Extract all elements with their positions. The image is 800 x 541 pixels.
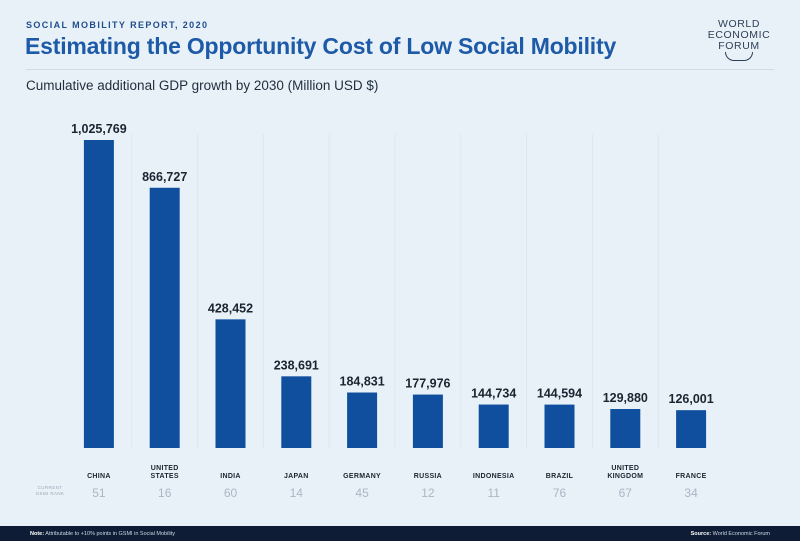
- bar: [83, 140, 114, 448]
- category-label: KINGDOM: [607, 473, 643, 480]
- gsmi-rank-value: 16: [158, 486, 172, 500]
- bar: [347, 392, 378, 448]
- chart-title: Estimating the Opportunity Cost of Low S…: [25, 33, 617, 59]
- footer-source-label: Source:: [690, 531, 712, 537]
- logo-line-3: FORUM: [718, 40, 760, 52]
- logo-line-2: ECONOMIC: [707, 29, 771, 41]
- data-label: 144,594: [537, 387, 582, 401]
- chart-subtitle: Cumulative additional GDP growth by 2030…: [26, 78, 379, 93]
- footer-source: Source: World Economic Forum: [691, 531, 770, 537]
- bar: [478, 404, 509, 448]
- gsmi-rank-value: 45: [355, 486, 369, 500]
- footer-note-label: Note:: [30, 531, 45, 537]
- data-label: 428,452: [208, 301, 253, 315]
- gsmi-rank-value: 11: [487, 486, 500, 500]
- bar: [610, 409, 641, 448]
- gsmi-rank-value: 34: [684, 486, 698, 500]
- category-label: CHINA: [87, 473, 111, 480]
- data-label: 177,976: [405, 377, 450, 391]
- bar: [544, 404, 575, 448]
- gsmi-rank-value: 76: [553, 486, 567, 500]
- header-divider: [26, 69, 774, 70]
- footer-source-text: World Economic Forum: [711, 531, 770, 537]
- category-label: GERMANY: [343, 473, 381, 480]
- data-label: 144,734: [471, 387, 516, 401]
- data-label: 184,831: [340, 375, 385, 389]
- footer-bar: Note: Attributable to +10% points in GSM…: [0, 526, 800, 541]
- data-label: 866,727: [142, 170, 187, 184]
- data-label: 126,001: [669, 392, 714, 406]
- wef-logo: WORLD ECONOMIC FORUM: [703, 19, 775, 61]
- footer-note-text: Attributable to +10% points in GSMI in S…: [44, 531, 176, 537]
- report-eyebrow: SOCIAL MOBILITY REPORT, 2020: [26, 20, 209, 30]
- category-label: FRANCE: [676, 473, 707, 480]
- footer-note: Note: Attributable to +10% points in GSM…: [30, 531, 175, 537]
- gsmi-rank-value: 51: [92, 486, 106, 500]
- category-label: STATES: [151, 473, 179, 480]
- gsmi-rank-label: CURRENT: [38, 485, 63, 490]
- bar: [281, 376, 312, 448]
- bar: [412, 394, 443, 448]
- data-label: 129,880: [603, 391, 648, 405]
- gsmi-rank-value: 67: [619, 486, 633, 500]
- gsmi-rank-value: 12: [421, 486, 435, 500]
- category-label: UNITED: [611, 465, 639, 472]
- data-label: 1,025,769: [71, 122, 127, 136]
- gsmi-rank-value: 60: [224, 486, 238, 500]
- bar: [149, 187, 180, 449]
- gsmi-rank-value: 14: [290, 486, 304, 500]
- logo-line-1: WORLD: [717, 18, 761, 30]
- data-label: 238,691: [274, 358, 319, 372]
- category-label: INDIA: [220, 473, 241, 480]
- category-label: JAPAN: [284, 473, 309, 480]
- bar: [215, 319, 246, 448]
- gsmi-rank-label: GSMI RANK: [36, 491, 65, 496]
- category-label: RUSSIA: [414, 473, 442, 480]
- bar: [676, 410, 707, 448]
- category-label: UNITED: [151, 465, 179, 472]
- category-label: BRAZIL: [546, 473, 574, 480]
- category-label: INDONESIA: [473, 473, 515, 480]
